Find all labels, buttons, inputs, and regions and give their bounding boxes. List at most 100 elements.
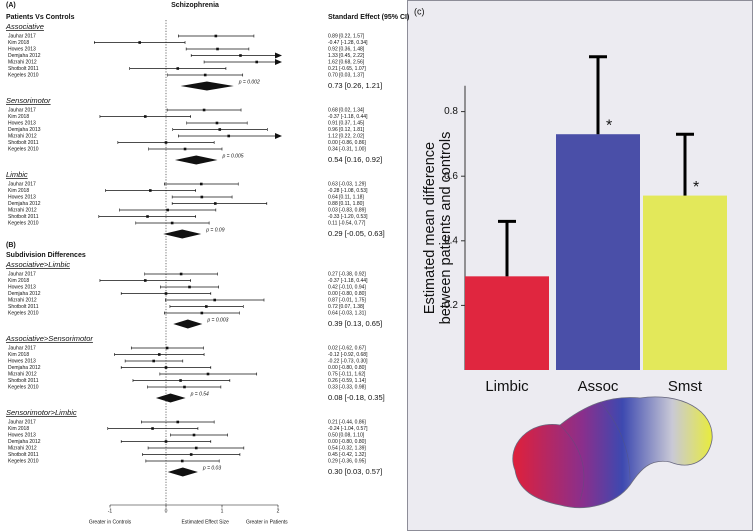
effect-label: 0.21 [-0.65, 1.07] bbox=[328, 66, 366, 72]
pooled-label: 0.30 [0.03, 0.57] bbox=[328, 467, 382, 476]
study-point bbox=[166, 208, 169, 212]
x-tick-label: Limbic bbox=[485, 378, 529, 395]
study-point bbox=[179, 379, 182, 382]
study-name: Kim 2018 bbox=[8, 278, 29, 284]
y-tick-label: 0.6 bbox=[444, 171, 458, 182]
brain-illustration bbox=[512, 396, 713, 508]
section-title: Subdivision Differences bbox=[6, 252, 86, 259]
pooled-diamond bbox=[180, 81, 234, 91]
study-name: Kegeles 2010 bbox=[8, 310, 39, 316]
x-tick-label: Smst bbox=[668, 378, 703, 395]
effect-label: 0.33 [-0.33, 0.98] bbox=[328, 384, 366, 390]
study-name: Kim 2018 bbox=[8, 352, 29, 358]
effect-label: 0.91 [0.37, 1.45] bbox=[328, 120, 365, 126]
pooled-label: 0.08 [-0.18, 0.35] bbox=[328, 393, 385, 402]
effect-label: 0.72 [0.07, 1.38] bbox=[328, 304, 365, 310]
bar bbox=[556, 134, 640, 370]
study-name: Jauhar 2017 bbox=[8, 419, 36, 425]
study-point bbox=[176, 420, 180, 424]
study-point bbox=[200, 195, 204, 199]
study-name: Jauhar 2017 bbox=[8, 271, 36, 277]
effect-label: -0.24 [-1.04, 0.57] bbox=[328, 426, 368, 432]
effect-label: 1.62 [0.68, 2.56] bbox=[328, 59, 365, 65]
study-name: Mizrahi 2012 bbox=[8, 59, 37, 65]
study-point bbox=[215, 121, 219, 125]
effect-label: 0.45 [-0.42, 1.32] bbox=[328, 452, 366, 458]
effect-label: 0.26 [-0.59, 1.14] bbox=[328, 378, 366, 384]
effect-label: 0.70 [0.03, 1.37] bbox=[328, 72, 365, 78]
pooled-label: 0.29 [-0.05, 0.63] bbox=[328, 229, 385, 238]
effect-label: 0.96 [0.12, 1.81] bbox=[328, 127, 365, 133]
study-point bbox=[202, 108, 206, 112]
study-name: Howes 2013 bbox=[8, 358, 36, 364]
pooled-diamond bbox=[155, 393, 186, 403]
effect-label: 0.50 [0.08, 1.10] bbox=[328, 432, 365, 438]
effect-label: 0.29 [-0.36, 0.95] bbox=[328, 458, 366, 464]
significance-marker: * bbox=[606, 117, 612, 134]
study-name: Shotbolt 2011 bbox=[8, 378, 39, 384]
study-name: Kegeles 2010 bbox=[8, 384, 39, 390]
brain-outline bbox=[559, 401, 631, 501]
effect-label: 0.89 [0.22, 1.57] bbox=[328, 33, 365, 39]
effect-label: 0.00 [-0.80, 0.80] bbox=[328, 439, 366, 445]
study-name: Howes 2013 bbox=[8, 46, 36, 52]
p-value: p = 0.002 bbox=[238, 79, 260, 85]
effect-label: 1.33 [0.45, 2.22] bbox=[328, 53, 365, 59]
study-name: Shotbolt 2011 bbox=[8, 214, 39, 220]
study-name: Jauhar 2017 bbox=[8, 107, 36, 113]
study-point bbox=[143, 279, 147, 282]
study-point bbox=[205, 305, 208, 308]
study-point bbox=[165, 346, 169, 350]
x-axis-label: Estimated Effect Size bbox=[181, 519, 229, 525]
study-point bbox=[157, 353, 161, 356]
study-point bbox=[188, 285, 191, 289]
effect-label: -0.47 [-1.28, 0.34] bbox=[328, 40, 368, 46]
effect-label: 0.03 [-0.83, 0.89] bbox=[328, 207, 366, 213]
group-name: Sensorimotor>Limbic bbox=[6, 408, 77, 417]
study-point bbox=[214, 34, 218, 38]
study-name: Shotbolt 2011 bbox=[8, 140, 39, 146]
study-point bbox=[151, 427, 154, 430]
study-point bbox=[176, 67, 180, 70]
x-tick-label: 0 bbox=[165, 508, 168, 514]
study-point bbox=[149, 189, 152, 192]
study-point bbox=[143, 115, 147, 118]
effect-label: 0.88 [0.11, 1.80] bbox=[328, 201, 364, 207]
effect-label: 0.00 [-0.80, 0.80] bbox=[328, 291, 366, 297]
study-name: Jauhar 2017 bbox=[8, 181, 36, 187]
study-name: Shotbolt 2011 bbox=[8, 304, 39, 310]
study-name: Kim 2018 bbox=[8, 40, 29, 46]
study-point bbox=[152, 359, 155, 363]
study-point bbox=[183, 147, 187, 151]
effect-label: 0.42 [-0.10, 0.94] bbox=[328, 284, 366, 290]
pooled-diamond bbox=[174, 155, 218, 165]
study-name: Demjaha 2013 bbox=[8, 127, 41, 133]
effect-label: 0.11 [-0.54, 0.77] bbox=[328, 220, 366, 226]
clip-arrow bbox=[275, 52, 282, 59]
study-point bbox=[164, 366, 168, 369]
study-point bbox=[200, 311, 204, 315]
panel-label: (A) bbox=[6, 2, 16, 9]
x-tick-label: -1 bbox=[108, 508, 113, 514]
study-point bbox=[203, 73, 207, 77]
clip-arrow bbox=[275, 133, 282, 139]
pooled-diamond bbox=[163, 229, 202, 239]
p-value: p = 0.54 bbox=[190, 391, 209, 397]
pooled-diamond bbox=[173, 319, 203, 329]
bar bbox=[465, 276, 549, 370]
study-point bbox=[189, 453, 193, 456]
effect-label: 0.64 [0.11, 1.18] bbox=[328, 194, 364, 200]
group-name: Limbic bbox=[6, 170, 28, 179]
study-point bbox=[218, 128, 222, 131]
pooled-label: 0.39 [0.13, 0.65] bbox=[328, 319, 382, 328]
study-name: Jauhar 2017 bbox=[8, 345, 36, 351]
pooled-diamond bbox=[167, 467, 198, 477]
study-name: Mizrahi 2012 bbox=[8, 133, 37, 139]
section-title: Patients Vs Controls bbox=[6, 14, 75, 21]
study-name: Howes 2013 bbox=[8, 432, 36, 438]
study-name: Kim 2018 bbox=[8, 188, 29, 194]
study-name: Kegeles 2010 bbox=[8, 72, 39, 78]
effect-label: 0.27 [-0.38, 0.92] bbox=[328, 271, 366, 277]
study-point bbox=[170, 221, 174, 225]
